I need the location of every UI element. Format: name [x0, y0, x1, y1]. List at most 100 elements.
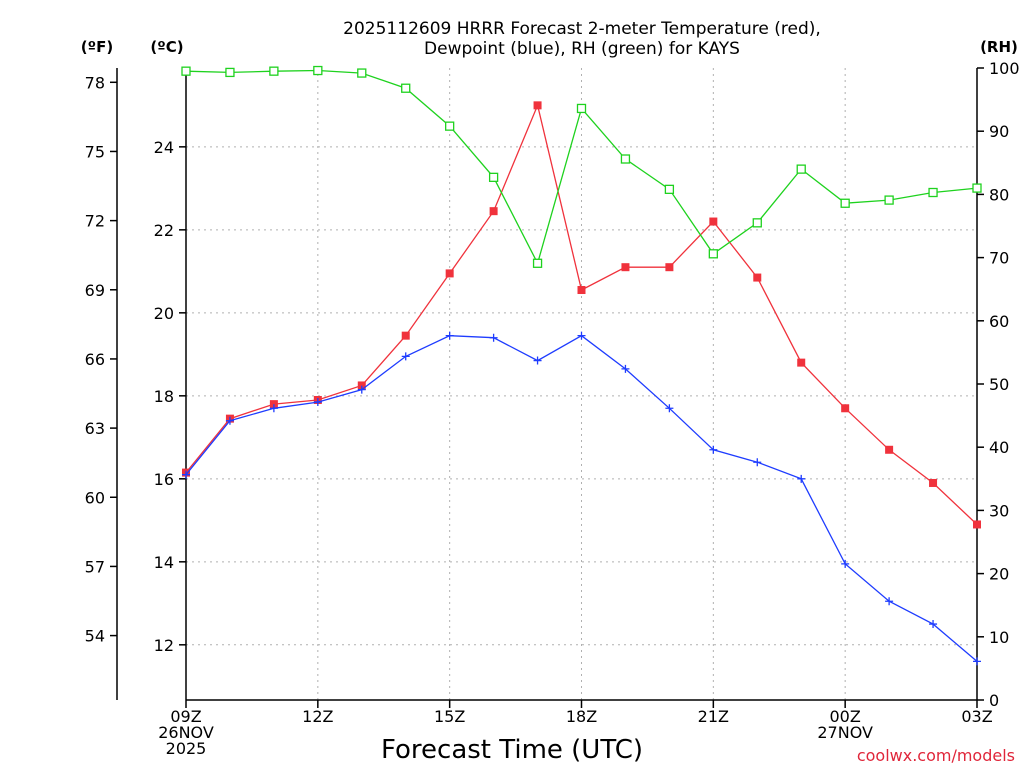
- fahrenheit-tick-label: 57: [85, 557, 105, 576]
- rh-point: [664, 184, 675, 194]
- rh-point: [708, 249, 718, 259]
- fahrenheit-tick-label: 66: [85, 350, 105, 369]
- dewpoint-point: [621, 364, 630, 373]
- rh-tick-label: 70: [989, 249, 1009, 268]
- celsius-tick-label: 18: [154, 387, 174, 406]
- temperature-point: [533, 101, 542, 110]
- rh-point: [840, 198, 850, 208]
- temperature-point: [401, 331, 410, 340]
- rh-tick-label: 60: [989, 312, 1009, 331]
- dewpoint-point: [313, 398, 322, 407]
- rh-tick-label: 40: [989, 438, 1009, 457]
- temperature-point: [621, 263, 630, 272]
- rh-tick-label: 30: [989, 501, 1009, 520]
- rh-point: [972, 183, 982, 193]
- rh-tick-label: 90: [989, 122, 1009, 141]
- temperature-point: [885, 445, 894, 454]
- chart-title-line1: 2025112609 HRRR Forecast 2-meter Tempera…: [343, 19, 821, 39]
- x-tick-label: 26NOV: [158, 723, 214, 742]
- rh-tick-label: 50: [989, 375, 1009, 394]
- celsius-tick-label: 20: [154, 304, 174, 323]
- rh-point: [576, 103, 587, 114]
- dewpoint-point: [357, 385, 366, 394]
- x-tick-label: 21Z: [698, 707, 729, 726]
- dewpoint-point: [445, 331, 454, 340]
- celsius-tick-label: 14: [154, 553, 174, 572]
- celsius-tick-label: 12: [154, 636, 174, 655]
- temperature-point: [797, 358, 806, 367]
- rh-point: [620, 154, 631, 164]
- temperature-point: [841, 404, 850, 413]
- dewpoint-point: [489, 333, 498, 342]
- temperature-point: [269, 400, 278, 409]
- rh-tick-label: 10: [989, 628, 1009, 647]
- data-series: [181, 65, 982, 666]
- dewpoint-point: [182, 470, 190, 479]
- fahrenheit-tick-label: 63: [85, 419, 105, 438]
- fahrenheit-tick-label: 60: [85, 488, 105, 507]
- fahrenheit-tick-label: 75: [85, 142, 105, 161]
- x-tick-label: 09Z: [170, 707, 201, 726]
- rh-tick-label: 0: [989, 691, 999, 710]
- fahrenheit-tick-label: 78: [85, 73, 105, 92]
- x-tick-label: 27NOV: [817, 723, 873, 742]
- rh-point: [357, 68, 367, 78]
- dewpoint-series-line: [185, 334, 978, 662]
- rh-point: [181, 66, 191, 76]
- rh-point: [225, 67, 235, 78]
- temperature-point: [357, 381, 366, 390]
- dewpoint-point: [401, 352, 410, 361]
- temperature-point: [577, 286, 586, 295]
- celsius-tick-label: 16: [154, 470, 174, 489]
- x-tick-label: 00Z: [830, 707, 861, 726]
- rh-point: [269, 66, 279, 76]
- x-tick-label: 12Z: [302, 707, 333, 726]
- x-tick-label: 03Z: [961, 707, 992, 726]
- temperature-point: [489, 207, 498, 216]
- rh-tick-label: 100: [989, 59, 1020, 78]
- dewpoint-point: [753, 458, 762, 467]
- fahrenheit-tick-label: 69: [85, 281, 105, 300]
- dewpoint-point: [797, 474, 806, 483]
- x-tick-label: 2025: [166, 739, 207, 758]
- credit-text: coolwx.com/models: [857, 746, 1015, 765]
- dewpoint-point: [841, 559, 850, 568]
- rh-point: [488, 172, 499, 182]
- dewpoint-point: [533, 356, 542, 365]
- x-tick-label: 18Z: [566, 707, 597, 726]
- fahrenheit-tick-label: 72: [85, 212, 105, 231]
- temperature-point: [445, 269, 454, 278]
- dewpoint-point: [929, 620, 938, 629]
- dewpoint-point: [269, 404, 278, 413]
- grid-lines: [186, 68, 977, 700]
- dewpoint-point: [885, 597, 894, 606]
- celsius-tick-label: 24: [154, 138, 174, 157]
- temperature-point: [929, 478, 938, 487]
- fahrenheit-tick-label: 54: [85, 627, 105, 646]
- dewpoint-point: [665, 404, 674, 413]
- celsius-tick-label: 22: [154, 221, 174, 240]
- x-axis-label: Forecast Time (UTC): [381, 735, 643, 765]
- temperature-point: [709, 217, 718, 226]
- temperature-point: [665, 263, 674, 272]
- dewpoint-point: [709, 445, 718, 454]
- chart-title-line2: Dewpoint (blue), RH (green) for KAYS: [424, 39, 740, 59]
- rh-units-label: (RH): [980, 38, 1018, 56]
- dewpoint-point: [973, 657, 981, 666]
- fahrenheit-units-label: (ºF): [81, 38, 113, 56]
- rh-point: [445, 121, 455, 131]
- rh-point: [884, 195, 894, 205]
- rh-point: [752, 218, 762, 228]
- rh-tick-label: 20: [989, 565, 1009, 584]
- dewpoint-point: [225, 416, 234, 425]
- temperature-point: [753, 273, 762, 282]
- celsius-units-label: (ºC): [150, 38, 183, 56]
- rh-point: [313, 65, 323, 76]
- rh-point: [928, 187, 938, 198]
- rh-point: [401, 83, 411, 93]
- rh-point: [532, 258, 543, 268]
- rh-tick-label: 80: [989, 185, 1009, 204]
- temperature-point: [973, 520, 981, 529]
